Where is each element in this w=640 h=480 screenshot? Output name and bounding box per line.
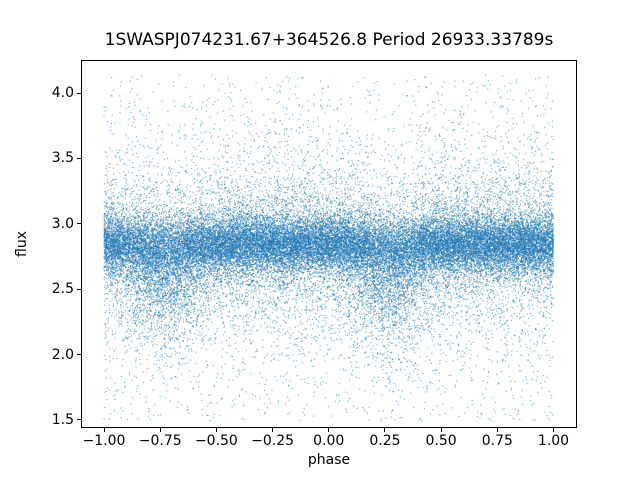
y-tick-label: 2.5: [51, 281, 74, 298]
y-tick-mark: [77, 223, 81, 225]
x-tick-mark: [215, 428, 217, 432]
x-tick-mark: [496, 428, 498, 432]
y-tick-mark: [77, 288, 81, 290]
x-tick-label: 0.25: [369, 433, 401, 449]
y-tick-label: 3.0: [51, 215, 74, 232]
y-axis-label: flux: [14, 231, 30, 257]
y-tick-label: 2.0: [51, 346, 74, 363]
x-tick-mark: [103, 428, 105, 432]
y-tick-mark: [77, 354, 81, 356]
scatter-canvas: [82, 61, 576, 427]
y-tick-mark: [77, 157, 81, 159]
x-tick-label: −0.50: [194, 433, 238, 449]
x-tick-mark: [272, 428, 274, 432]
x-tick-label: 0.50: [425, 433, 457, 449]
x-tick-mark: [328, 428, 330, 432]
x-tick-label: 0.75: [481, 433, 513, 449]
x-tick-label: −1.00: [82, 433, 126, 449]
y-tick-label: 1.5: [51, 411, 74, 428]
y-tick-label: 3.5: [51, 150, 74, 167]
y-tick-label: 4.0: [51, 85, 74, 102]
x-tick-mark: [553, 428, 555, 432]
x-tick-mark: [384, 428, 386, 432]
x-tick-mark: [159, 428, 161, 432]
y-tick-mark: [77, 419, 81, 421]
x-tick-label: −0.25: [251, 433, 295, 449]
x-tick-label: 0.00: [313, 433, 345, 449]
chart-title: 1SWASPJ074231.67+364526.8 Period 26933.3…: [104, 30, 554, 50]
x-tick-mark: [440, 428, 442, 432]
x-tick-label: 1.00: [537, 433, 570, 449]
y-tick-mark: [77, 92, 81, 94]
x-axis-label: phase: [307, 452, 351, 468]
plot-area: [81, 60, 577, 428]
x-tick-label: −0.75: [138, 433, 182, 449]
